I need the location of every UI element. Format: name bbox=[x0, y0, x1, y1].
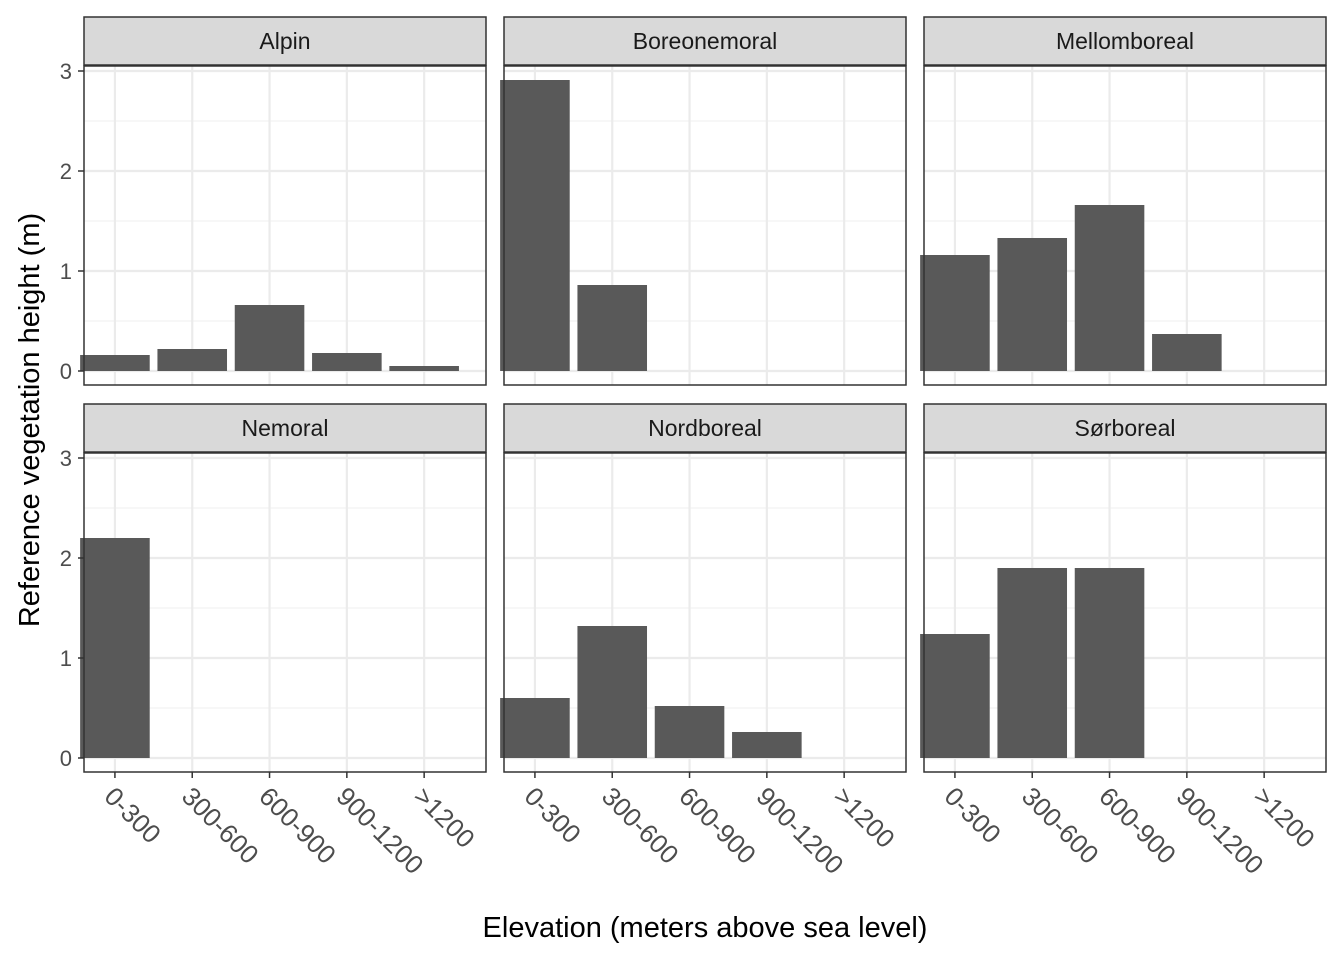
x-tick-label: 300-600 bbox=[176, 781, 265, 870]
bar bbox=[577, 626, 648, 758]
facet-panel: Boreonemoral bbox=[500, 16, 907, 386]
panel-border bbox=[923, 65, 1327, 386]
y-tick-label: 1 bbox=[60, 259, 72, 284]
facet-panel: Mellomboreal bbox=[920, 16, 1327, 386]
x-tick-label: >1200 bbox=[408, 781, 481, 854]
bar bbox=[80, 538, 150, 758]
facet-strip bbox=[923, 403, 1327, 453]
facet-strip-label: Alpin bbox=[259, 28, 310, 54]
y-axis-title: Reference vegetation height (m) bbox=[14, 213, 46, 627]
y-tick-label: 2 bbox=[60, 546, 72, 571]
panel-background bbox=[504, 66, 906, 385]
y-tick-label: 3 bbox=[60, 59, 72, 84]
x-tick-label: >1200 bbox=[1248, 781, 1321, 854]
bar bbox=[1074, 568, 1145, 758]
bar bbox=[920, 634, 990, 758]
facet-strip-label: Sørboreal bbox=[1075, 415, 1176, 441]
bar bbox=[577, 285, 648, 371]
panel-background bbox=[84, 453, 486, 772]
bar bbox=[1074, 205, 1145, 371]
x-axis-title: Elevation (meters above sea level) bbox=[483, 912, 928, 944]
x-tick-label: 0-300 bbox=[939, 781, 1007, 849]
x-tick-label: >1200 bbox=[828, 781, 901, 854]
y-tick-label: 1 bbox=[60, 646, 72, 671]
facet-strip bbox=[503, 16, 907, 66]
y-tick-label: 0 bbox=[60, 359, 72, 384]
facet-strip bbox=[503, 403, 907, 453]
bar bbox=[500, 80, 570, 371]
bar bbox=[1152, 334, 1222, 371]
x-tick-label: 300-600 bbox=[596, 781, 685, 870]
facet-strip-label: Nemoral bbox=[242, 415, 329, 441]
bar bbox=[500, 698, 570, 758]
facet-strip-label: Boreonemoral bbox=[633, 28, 777, 54]
bar bbox=[80, 355, 150, 371]
facet-strip-label: Nordboreal bbox=[648, 415, 762, 441]
panel-border bbox=[83, 452, 487, 773]
facet-panel: Alpin 0 1 2 3 bbox=[60, 16, 487, 386]
bar bbox=[157, 349, 228, 371]
bar bbox=[920, 255, 990, 371]
bar bbox=[732, 732, 802, 758]
panel-border bbox=[83, 65, 487, 386]
facet-panels: Alpin 0 1 2 3 Boreonemoral Mellomboreal Nemoral… bbox=[60, 16, 1327, 880]
bar bbox=[389, 366, 459, 371]
bar bbox=[312, 353, 382, 371]
x-tick-label: 0-300 bbox=[99, 781, 167, 849]
bar bbox=[234, 305, 305, 371]
y-tick-label: 3 bbox=[60, 446, 72, 471]
bar bbox=[654, 706, 725, 758]
x-tick-label: 300-600 bbox=[1016, 781, 1105, 870]
panel-border bbox=[923, 452, 1327, 773]
panel-border bbox=[503, 452, 907, 773]
facet-strip bbox=[83, 403, 487, 453]
facet-strip bbox=[923, 16, 1327, 66]
x-tick-label: 0-300 bbox=[519, 781, 587, 849]
facet-strip-label: Mellomboreal bbox=[1056, 28, 1194, 54]
x-tick-label: 600-900 bbox=[673, 781, 762, 870]
x-tick-label: 600-900 bbox=[253, 781, 342, 870]
x-tick-label: 600-900 bbox=[1093, 781, 1182, 870]
y-tick-label: 2 bbox=[60, 159, 72, 184]
bar bbox=[997, 238, 1068, 371]
y-tick-label: 0 bbox=[60, 746, 72, 771]
facet-strip bbox=[83, 16, 487, 66]
panel-border bbox=[503, 65, 907, 386]
bar bbox=[997, 568, 1068, 758]
